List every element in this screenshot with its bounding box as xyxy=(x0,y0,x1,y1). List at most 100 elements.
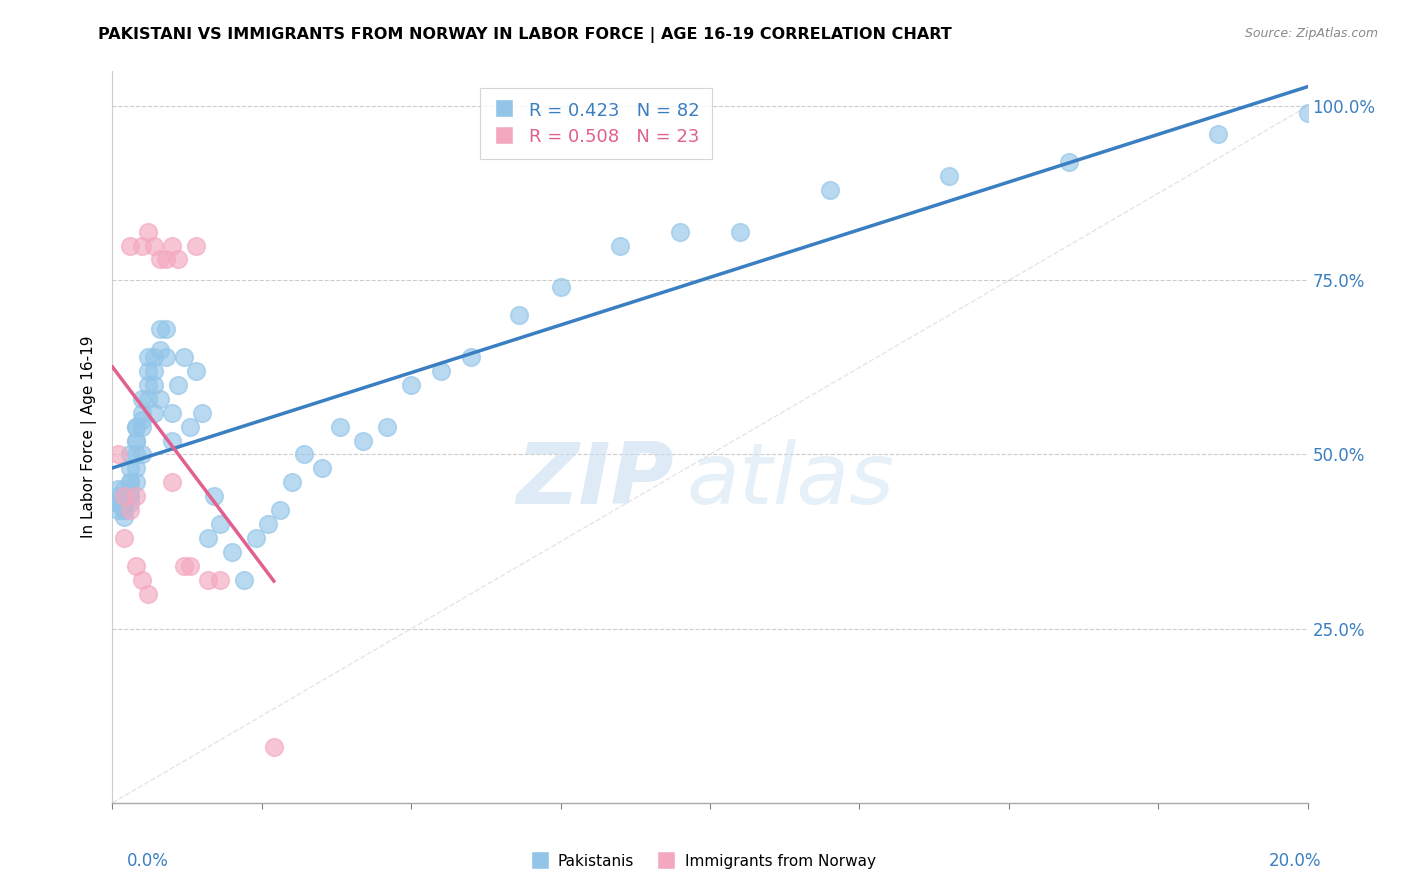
Point xyxy=(125,461,148,475)
Text: ZIP: ZIP xyxy=(516,440,675,523)
Point xyxy=(125,434,148,448)
Point xyxy=(173,558,195,573)
Point xyxy=(938,169,960,183)
Point xyxy=(257,517,280,532)
Point xyxy=(292,448,315,462)
Point xyxy=(120,483,142,497)
Point xyxy=(311,461,333,475)
Point xyxy=(263,740,285,755)
Point xyxy=(179,419,201,434)
Point xyxy=(233,573,256,587)
Point xyxy=(114,531,135,545)
Point xyxy=(114,489,135,503)
Point xyxy=(107,496,129,510)
Point xyxy=(1057,155,1080,169)
Point xyxy=(155,252,177,267)
Point xyxy=(155,322,177,336)
Point xyxy=(179,558,201,573)
Point xyxy=(120,461,142,475)
Point xyxy=(125,558,148,573)
Point xyxy=(114,503,135,517)
Point xyxy=(143,406,166,420)
Point xyxy=(138,377,160,392)
Point xyxy=(329,419,352,434)
Point xyxy=(131,406,153,420)
Point xyxy=(125,489,148,503)
Text: PAKISTANI VS IMMIGRANTS FROM NORWAY IN LABOR FORCE | AGE 16-19 CORRELATION CHART: PAKISTANI VS IMMIGRANTS FROM NORWAY IN L… xyxy=(98,27,952,43)
Point xyxy=(186,364,208,378)
Point xyxy=(155,350,177,364)
Point xyxy=(401,377,423,392)
Point xyxy=(149,343,172,357)
Point xyxy=(125,419,148,434)
Point xyxy=(669,225,692,239)
Point xyxy=(114,489,135,503)
Point xyxy=(125,419,148,434)
Point xyxy=(138,350,160,364)
Point xyxy=(114,510,135,524)
Point xyxy=(125,448,148,462)
Point xyxy=(162,238,183,252)
Point xyxy=(131,412,153,426)
Point xyxy=(107,503,129,517)
Point xyxy=(245,531,267,545)
Point xyxy=(120,238,142,252)
Point xyxy=(377,419,399,434)
Point xyxy=(107,489,129,503)
Point xyxy=(269,503,291,517)
Point xyxy=(120,489,142,503)
Point xyxy=(149,252,172,267)
Point xyxy=(120,448,142,462)
Point xyxy=(107,496,129,510)
Point xyxy=(460,350,482,364)
Point xyxy=(131,419,153,434)
Point xyxy=(149,322,172,336)
Point xyxy=(221,545,243,559)
Point xyxy=(120,475,142,490)
Point xyxy=(120,503,142,517)
Point xyxy=(120,489,142,503)
Point xyxy=(1296,106,1319,120)
Point xyxy=(353,434,375,448)
Point xyxy=(609,238,631,252)
Point xyxy=(281,475,304,490)
Point xyxy=(1206,127,1229,141)
Legend: R = 0.423   N = 82, R = 0.508   N = 23: R = 0.423 N = 82, R = 0.508 N = 23 xyxy=(479,87,711,159)
Point xyxy=(114,496,135,510)
Point xyxy=(131,573,153,587)
Point xyxy=(728,225,751,239)
Point xyxy=(162,434,183,448)
Point xyxy=(114,489,135,503)
Point xyxy=(209,517,232,532)
Point xyxy=(131,448,153,462)
Point xyxy=(149,392,172,406)
Point xyxy=(202,489,225,503)
Point xyxy=(114,496,135,510)
Point xyxy=(138,225,160,239)
Point xyxy=(131,392,153,406)
Point xyxy=(131,238,153,252)
Point xyxy=(143,364,166,378)
Point xyxy=(162,475,183,490)
Point xyxy=(197,531,219,545)
Point xyxy=(508,308,530,322)
Point xyxy=(162,406,183,420)
Point xyxy=(107,483,129,497)
Point xyxy=(818,183,841,197)
Point xyxy=(138,364,160,378)
Text: 0.0%: 0.0% xyxy=(127,852,169,870)
Legend: Pakistanis, Immigrants from Norway: Pakistanis, Immigrants from Norway xyxy=(524,847,882,875)
Point xyxy=(125,475,148,490)
Point xyxy=(550,280,572,294)
Text: 20.0%: 20.0% xyxy=(1270,852,1322,870)
Point xyxy=(125,434,148,448)
Point xyxy=(197,573,219,587)
Text: atlas: atlas xyxy=(686,440,894,523)
Point xyxy=(138,392,160,406)
Point xyxy=(114,489,135,503)
Point xyxy=(209,573,232,587)
Point xyxy=(143,350,166,364)
Point xyxy=(107,448,129,462)
Point xyxy=(191,406,214,420)
Point xyxy=(167,252,190,267)
